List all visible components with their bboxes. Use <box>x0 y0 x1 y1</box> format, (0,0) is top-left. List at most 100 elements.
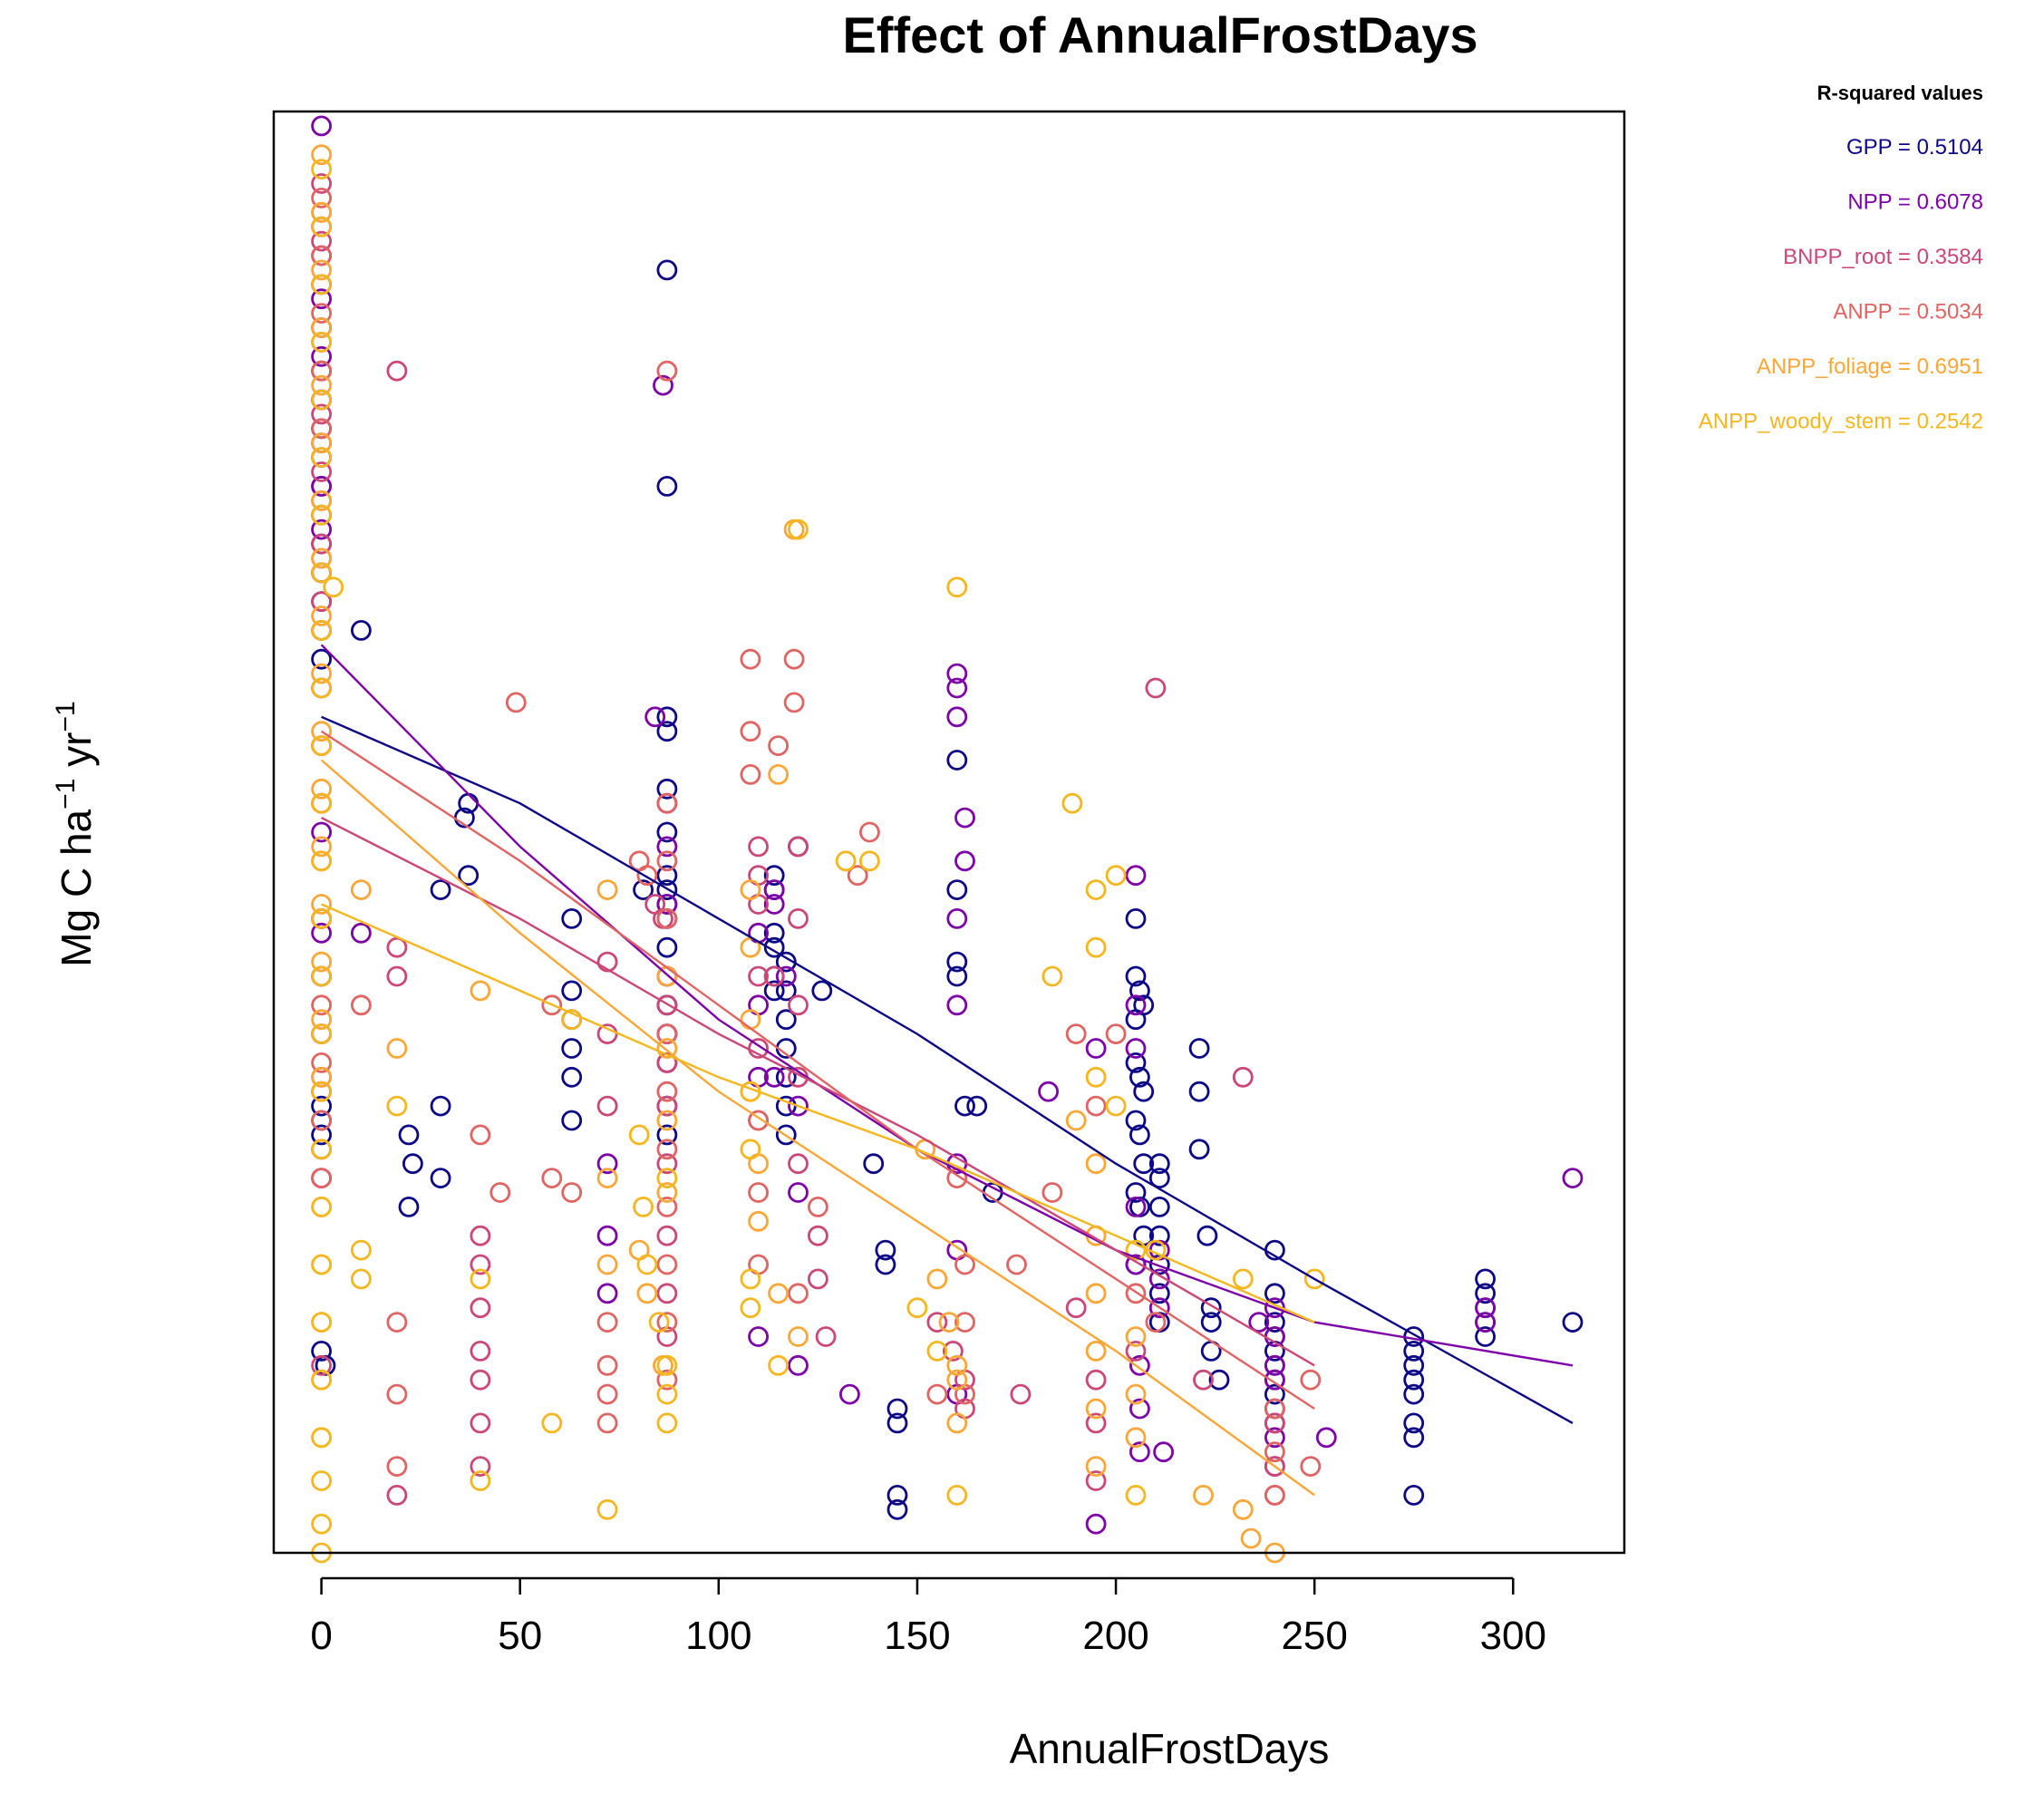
point-bnpp-root-57 <box>1010 1383 1032 1405</box>
point-anpp-17 <box>350 994 372 1016</box>
point-anpp-woody-stem-36 <box>633 1197 654 1217</box>
x-tick-label-0: 0 <box>310 1614 332 1658</box>
point-bnpp-root-64 <box>1193 1369 1214 1391</box>
point-npp-15 <box>596 1153 618 1175</box>
point-npp-70 <box>1475 1297 1496 1319</box>
legend-entry-npp: NPP = 0.6078 <box>1847 190 1983 215</box>
point-anpp-35 <box>656 850 678 872</box>
point-anpp-68 <box>1125 1283 1147 1304</box>
x-tick-label-150: 150 <box>884 1614 950 1658</box>
point-anpp-foliage-5 <box>311 432 333 454</box>
point-gpp-91 <box>1125 1052 1147 1073</box>
point-anpp-foliage-48 <box>938 1312 960 1333</box>
point-npp-14 <box>350 922 372 944</box>
point-anpp-woody-stem-41 <box>656 1412 678 1434</box>
point-gpp-135 <box>1475 1283 1496 1304</box>
point-gpp-118 <box>1264 1312 1285 1333</box>
point-anpp-52 <box>783 648 805 670</box>
point-gpp-46 <box>656 865 678 887</box>
point-gpp-21 <box>311 1341 333 1362</box>
point-anpp-foliage-16 <box>311 1066 333 1088</box>
point-anpp-foliage-59 <box>1125 1326 1147 1347</box>
point-anpp-woody-stem-5 <box>311 447 333 469</box>
point-npp-71 <box>1475 1312 1496 1333</box>
point-npp-28 <box>748 1326 769 1347</box>
point-anpp-woody-stem-20 <box>311 1312 333 1333</box>
point-anpp-woody-stem-9 <box>311 677 333 699</box>
point-gpp-129 <box>1403 1369 1425 1391</box>
point-npp-7 <box>311 519 333 540</box>
point-anpp-36 <box>656 908 678 929</box>
point-gpp-71 <box>811 980 833 1002</box>
point-anpp-foliage-9 <box>311 663 333 684</box>
point-anpp-1 <box>311 245 333 267</box>
point-anpp-woody-stem-31 <box>470 1470 491 1491</box>
point-anpp-21 <box>470 1124 491 1146</box>
point-anpp-16 <box>311 1168 333 1188</box>
point-anpp-45 <box>740 648 761 670</box>
point-anpp-32 <box>636 865 658 887</box>
point-gpp-62 <box>763 980 785 1002</box>
point-bnpp-root-46 <box>788 908 809 929</box>
point-npp-31 <box>763 1066 785 1088</box>
y-axis-label-sup2: −1 <box>51 701 81 732</box>
point-anpp-60 <box>954 1254 975 1275</box>
point-gpp-50 <box>656 936 678 958</box>
point-gpp-17 <box>311 1095 333 1117</box>
point-anpp-66 <box>1085 1095 1107 1117</box>
point-anpp-woody-stem-14 <box>311 965 333 987</box>
point-anpp-woody-stem-22 <box>311 1427 333 1449</box>
fit-line-anpp-woody-stem <box>321 903 1315 1323</box>
point-anpp-39 <box>656 1081 678 1102</box>
point-gpp-75 <box>886 1398 908 1420</box>
series-bnpp-root-points <box>311 173 1285 1506</box>
point-anpp-20 <box>386 1456 408 1477</box>
point-anpp-woody-stem-15 <box>311 1023 333 1044</box>
point-anpp-woody-stem-29 <box>386 1095 408 1117</box>
point-gpp-110 <box>1188 1038 1210 1059</box>
point-gpp-134 <box>1475 1268 1496 1290</box>
point-gpp-95 <box>1129 1124 1150 1146</box>
point-anpp-foliage-52 <box>1065 1110 1087 1131</box>
point-anpp-70 <box>1264 1398 1285 1420</box>
point-gpp-32 <box>458 865 480 887</box>
point-npp-38 <box>946 677 968 699</box>
point-bnpp-root-36 <box>656 1283 678 1304</box>
point-anpp-foliage-27 <box>596 1168 618 1188</box>
x-tick-label-50: 50 <box>498 1614 542 1658</box>
point-anpp-foliage-2 <box>311 259 333 281</box>
point-anpp-73 <box>1300 1369 1322 1391</box>
point-bnpp-root-15 <box>386 360 408 382</box>
point-gpp-113 <box>1200 1297 1222 1319</box>
point-bnpp-root-38 <box>748 836 769 858</box>
point-bnpp-root-26 <box>596 951 618 973</box>
point-gpp-33 <box>561 908 583 929</box>
point-gpp-108 <box>1188 1139 1210 1160</box>
point-anpp-67 <box>1105 1023 1127 1044</box>
point-bnpp-root-31 <box>656 994 678 1016</box>
point-gpp-127 <box>1403 1341 1425 1362</box>
point-anpp-woody-stem-10 <box>311 735 333 756</box>
point-npp-19 <box>653 374 673 396</box>
point-anpp-foliage-11 <box>311 778 333 800</box>
point-anpp-woody-stem-53 <box>946 577 968 598</box>
point-anpp-foliage-56 <box>1085 1341 1107 1362</box>
point-anpp-woody-stem-8 <box>311 620 333 641</box>
point-anpp-27 <box>596 1312 618 1333</box>
point-anpp-30 <box>596 1412 618 1434</box>
point-bnpp-root-23 <box>470 1369 491 1391</box>
point-gpp-138 <box>1475 1326 1496 1347</box>
point-bnpp-root-33 <box>656 1095 678 1117</box>
point-npp-54 <box>1125 1254 1147 1275</box>
point-gpp-132 <box>1403 1427 1425 1449</box>
point-anpp-foliage-15 <box>311 1009 333 1031</box>
point-anpp-woody-stem-28 <box>350 1268 372 1290</box>
point-npp-32 <box>775 965 797 987</box>
point-bnpp-root-67 <box>1264 1456 1285 1477</box>
point-anpp-woody-stem-33 <box>561 1009 583 1031</box>
point-npp-66 <box>1264 1369 1285 1391</box>
point-anpp-foliage-28 <box>596 1254 618 1275</box>
point-gpp-131 <box>1403 1412 1425 1434</box>
point-bnpp-root-54 <box>943 1341 964 1362</box>
point-bnpp-root-66 <box>1264 1412 1285 1434</box>
